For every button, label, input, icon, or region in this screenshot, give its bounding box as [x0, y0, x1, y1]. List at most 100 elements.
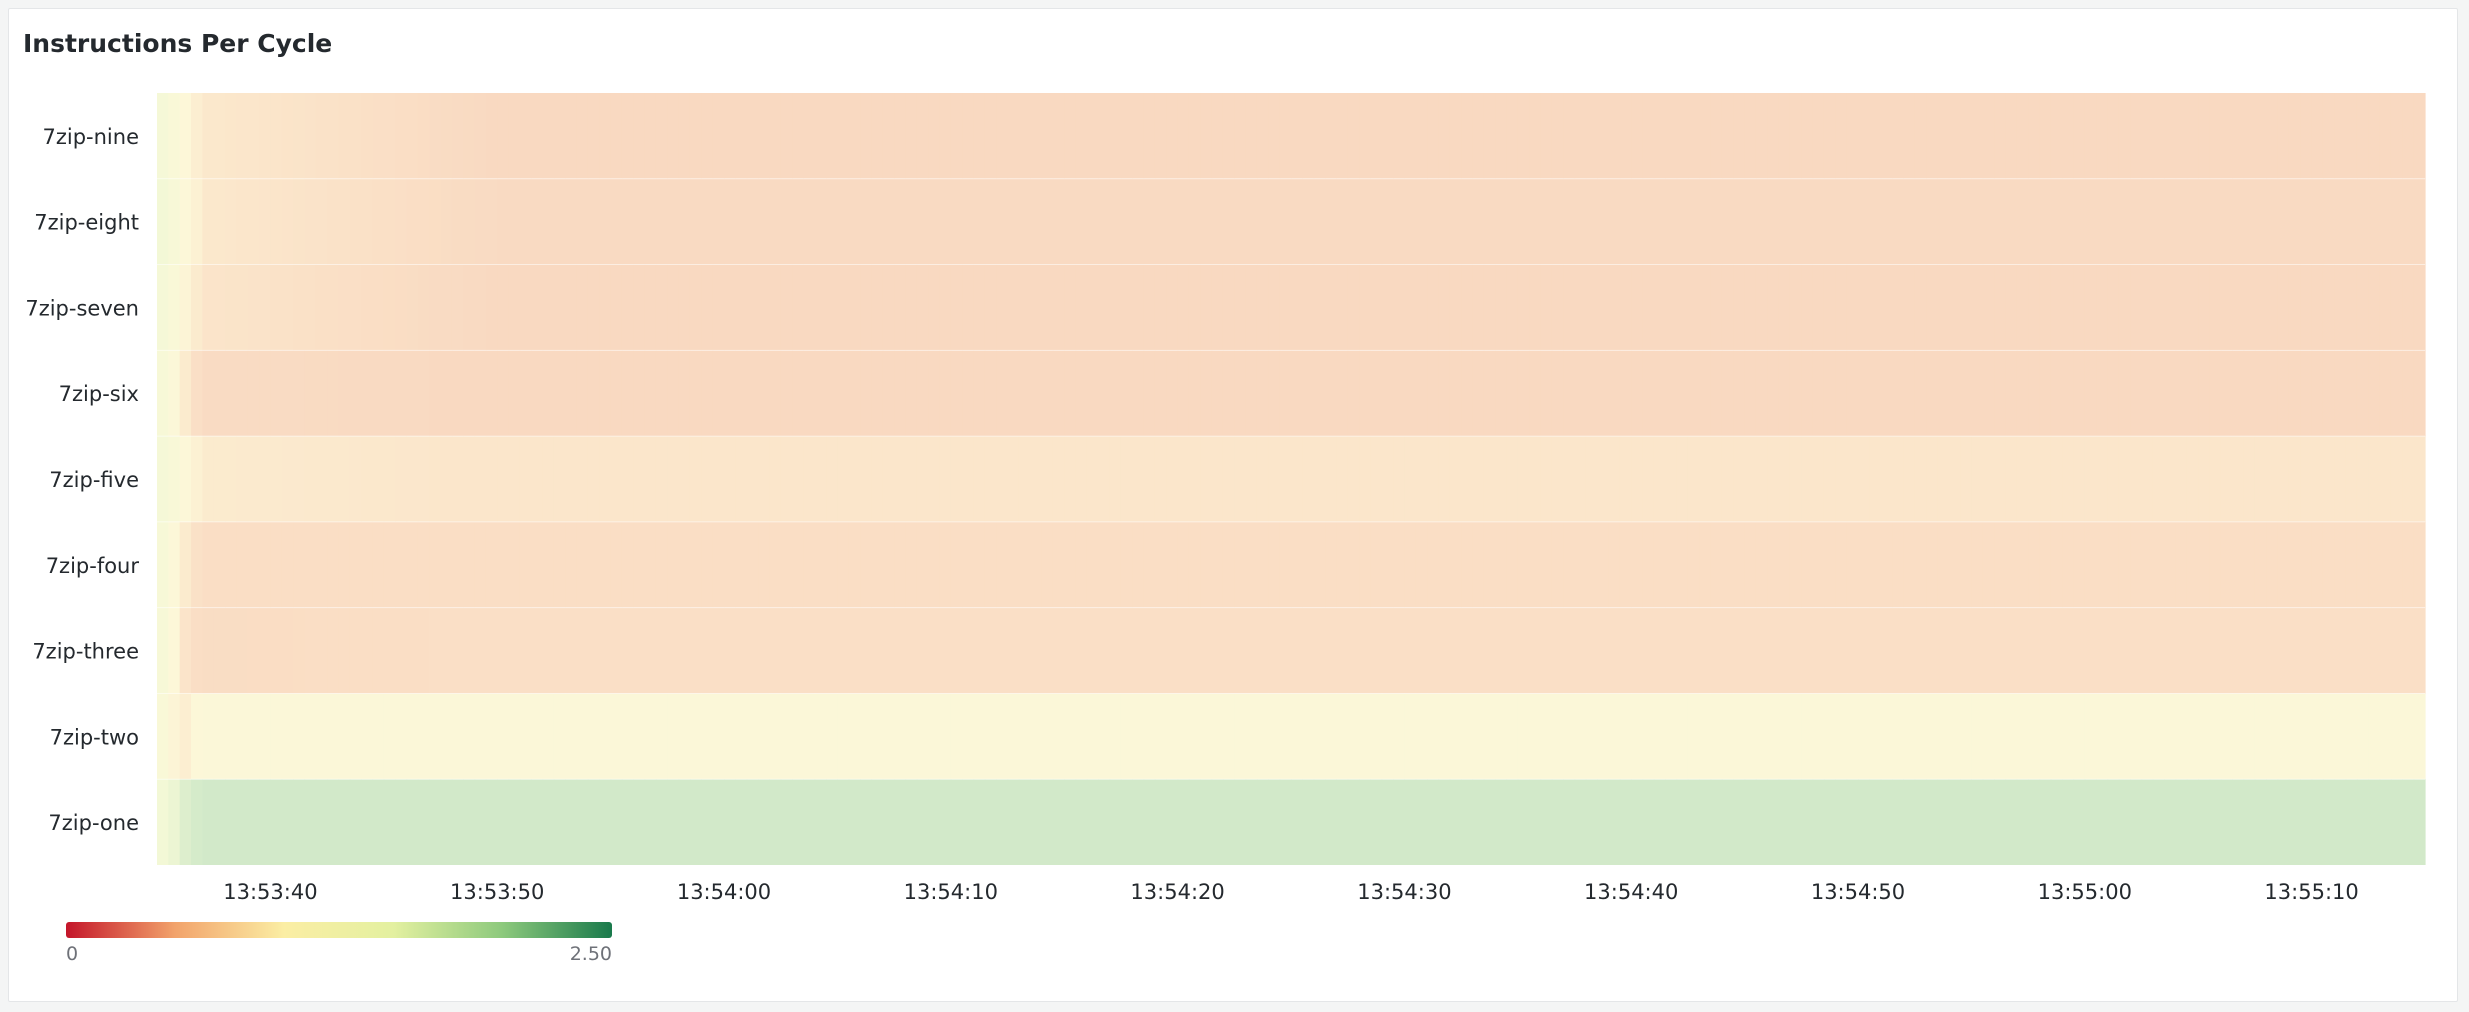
heatmap-cell: [1370, 178, 1383, 265]
heatmap-cell: [236, 93, 249, 179]
heatmap-cell: [2005, 693, 2018, 780]
heatmap-cell: [372, 436, 385, 522]
heatmap-cell: [678, 436, 691, 522]
heatmap-cell: [610, 264, 623, 351]
heatmap-cell: [2096, 521, 2109, 608]
heatmap-cell: [2300, 264, 2313, 351]
heatmap-cell: [1393, 607, 1405, 694]
heatmap-cell: [871, 436, 884, 522]
heatmap-cell: [2390, 264, 2403, 351]
heatmap-cell: [1517, 779, 1530, 865]
heatmap-cell: [508, 779, 521, 865]
heatmap-cell: [701, 779, 714, 865]
heatmap-cell: [701, 93, 714, 179]
heatmap-cell: [633, 779, 646, 865]
heatmap-cell: [1461, 693, 1474, 780]
heatmap-cell: [1869, 436, 1882, 522]
heatmap-cell: [157, 693, 169, 780]
heatmap-cell: [2413, 521, 2426, 608]
heatmap-cell: [1302, 607, 1315, 694]
heatmap-cell: [406, 521, 419, 608]
heatmap-cell: [1359, 607, 1371, 694]
heatmap-cell: [2164, 93, 2177, 179]
heatmap-cell: [2198, 178, 2211, 265]
heatmap-cell: [565, 693, 578, 780]
heatmap-cell: [1030, 693, 1043, 780]
heatmap-cell: [497, 607, 510, 694]
heatmap-cell: [939, 264, 952, 351]
heatmap-cell: [1052, 779, 1065, 865]
heatmap-cell: [950, 350, 963, 437]
heatmap-cell: [2084, 521, 2097, 608]
heatmap-cell: [1812, 607, 1825, 694]
heatmap-cell: [803, 93, 816, 179]
heatmap-cell: [1506, 607, 1519, 694]
heatmap-cell: [792, 607, 804, 694]
heatmap-cell: [2311, 350, 2324, 437]
heatmap-cell: [179, 436, 192, 522]
heatmap-cell: [2390, 178, 2403, 265]
heatmap-cell: [519, 607, 532, 694]
heatmap-cell: [2118, 779, 2131, 865]
heatmap-cell: [1631, 607, 1644, 694]
heatmap-cell: [531, 521, 544, 608]
heatmap-cell: [2390, 607, 2403, 694]
heatmap-cell: [1937, 436, 1950, 522]
heatmap-cell: [837, 436, 850, 522]
heatmap-cell: [508, 178, 521, 265]
heatmap-cell: [1086, 178, 1099, 265]
heatmap-cell: [2322, 264, 2335, 351]
heatmap-cell: [1495, 178, 1508, 265]
heatmap-cell: [157, 436, 169, 522]
heatmap-cell: [2402, 521, 2415, 608]
heatmap-cell: [758, 178, 770, 265]
heatmap-cell: [1835, 607, 1848, 694]
heatmap-cell: [2220, 436, 2233, 522]
heatmap-cell: [2118, 436, 2131, 522]
heatmap-cell: [1574, 693, 1587, 780]
heatmap-cell: [916, 521, 929, 608]
heatmap-cell: [225, 178, 237, 265]
heatmap-cell: [2209, 350, 2222, 437]
heatmap-cell: [2311, 693, 2324, 780]
heatmap-cell: [213, 607, 226, 694]
heatmap-cell: [1960, 521, 1972, 608]
heatmap-cell: [1858, 607, 1870, 694]
heatmap-cell: [780, 436, 793, 522]
heatmap-cell: [655, 521, 668, 608]
heatmap-cell: [553, 436, 566, 522]
heatmap-cell: [565, 178, 578, 265]
heatmap-cell: [497, 436, 510, 522]
heatmap-cell: [780, 178, 793, 265]
heatmap-cell: [1812, 350, 1825, 437]
heatmap-cell: [1166, 350, 1179, 437]
heatmap-cell: [1823, 779, 1836, 865]
heatmap-cell: [1676, 607, 1689, 694]
heatmap-cell: [2402, 93, 2415, 179]
heatmap-cell: [1858, 436, 1870, 522]
heatmap-cell: [2368, 178, 2381, 265]
heatmap-cell: [202, 693, 215, 780]
heatmap-cell: [1472, 93, 1485, 179]
heatmap-cell: [1540, 436, 1553, 522]
heatmap-cell: [349, 350, 362, 437]
heatmap-cell: [1892, 436, 1904, 522]
heatmap-cell: [1653, 779, 1666, 865]
heatmap-cell: [1948, 607, 1961, 694]
heatmap-cell: [610, 178, 623, 265]
heatmap-cell: [338, 350, 351, 437]
heatmap-cell: [1676, 93, 1689, 179]
heatmap-cell: [281, 93, 294, 179]
heatmap-cell: [1461, 178, 1474, 265]
heatmap-cell: [485, 521, 498, 608]
heatmap-cell: [2390, 350, 2403, 437]
heatmap-cell: [1347, 350, 1360, 437]
heatmap-cell: [2232, 178, 2245, 265]
heatmap-cell: [2413, 693, 2426, 780]
heatmap-cell: [1948, 436, 1961, 522]
heatmap-cell: [157, 607, 169, 694]
heatmap-cell: [270, 693, 283, 780]
heatmap-cell: [497, 779, 510, 865]
heatmap-cell: [803, 693, 816, 780]
